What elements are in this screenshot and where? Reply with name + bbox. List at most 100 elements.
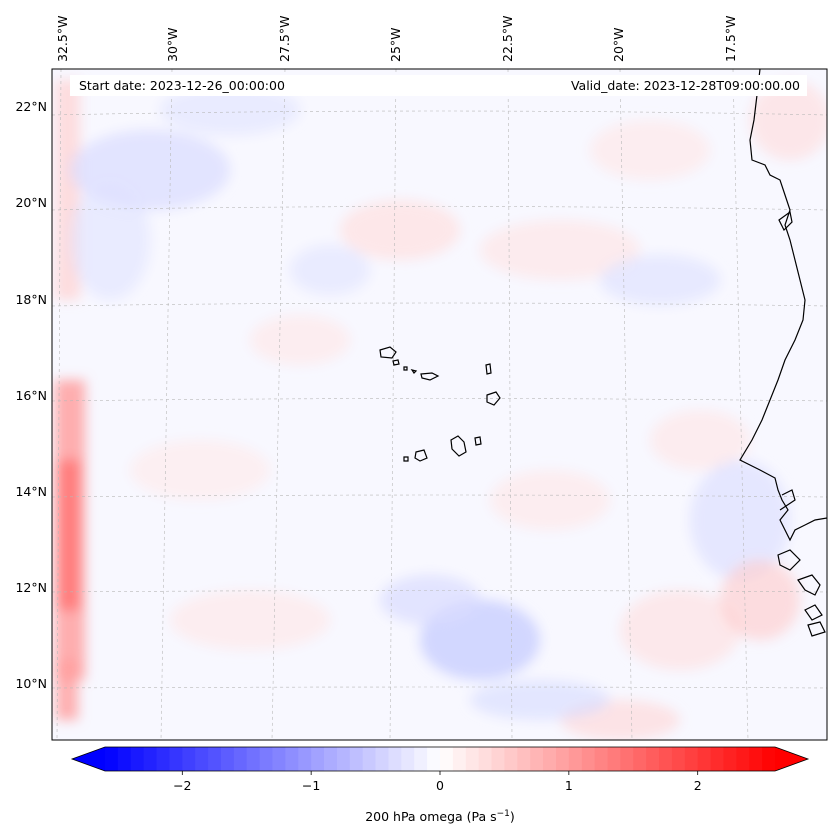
colorbar-segment — [749, 747, 763, 771]
colorbar-segment — [491, 747, 506, 771]
lat-label: 16°N — [15, 388, 47, 403]
colorbar-segment — [362, 747, 377, 771]
colorbar-segment — [182, 747, 196, 771]
lon-label: 17.5°W — [723, 16, 738, 62]
omega-anomaly-positive — [480, 220, 640, 280]
colorbar-segment — [388, 747, 402, 771]
lat-label: 20°N — [15, 195, 47, 210]
colorbar-tick-label: −1 — [302, 778, 320, 793]
omega-anomaly-positive — [490, 470, 610, 530]
latitude-labels: 22°N 20°N 18°N 16°N 14°N 12°N 10°N — [15, 99, 47, 691]
island — [410, 369, 418, 374]
island — [450, 435, 467, 457]
colorbar-segment — [555, 747, 570, 771]
omega-anomaly-positive — [620, 590, 740, 670]
colorbar-segment — [646, 747, 660, 771]
colorbar-segment — [671, 747, 686, 771]
colorbar-segment — [517, 747, 531, 771]
colorbar-segment — [401, 747, 415, 771]
colorbar-segment — [465, 747, 480, 771]
colorbar-segment — [478, 747, 493, 771]
colorbar-segment — [452, 747, 467, 771]
lon-label: 27.5°W — [277, 16, 292, 62]
colorbar-tick-label: 0 — [436, 778, 444, 793]
lon-label: 22.5°W — [500, 16, 515, 62]
colorbar-segment — [427, 747, 441, 771]
colorbar: −2 −1 0 1 2 200 hPa omega (Pa s−1) — [70, 746, 810, 824]
colorbar-segment — [659, 747, 673, 771]
colorbar-segment — [349, 747, 364, 771]
omega-anomaly-negative — [690, 460, 790, 580]
coastline-africa — [777, 549, 801, 571]
colorbar-segment — [298, 747, 312, 771]
omega-anomaly-negative — [160, 85, 300, 135]
longitude-labels: 32.5°W 30°W 27.5°W 25°W 22.5°W 20°W 17.5… — [55, 16, 738, 62]
colorbar-segment — [504, 747, 518, 771]
coastline-africa — [778, 210, 793, 232]
omega-anomaly-negative — [470, 680, 610, 720]
colorbar-segment — [195, 747, 209, 771]
colorbar-segment — [568, 747, 583, 771]
island — [474, 436, 482, 446]
start-date-label: Start date: 2023-12-26_00:00:00 — [79, 78, 285, 93]
colorbar-segment — [581, 747, 596, 771]
colorbar-outline — [70, 746, 810, 772]
omega-anomaly-positive — [750, 80, 827, 160]
island — [379, 346, 397, 359]
omega-field — [52, 69, 827, 740]
colorbar-tick-label: −2 — [173, 778, 191, 793]
colorbar-segment — [105, 747, 119, 771]
colorbar-segment — [336, 747, 351, 771]
colorbar-ticks: −2 −1 0 1 2 — [173, 771, 702, 793]
colorbar-segment — [723, 747, 737, 771]
colorbar-segment — [697, 747, 712, 771]
colorbar-segment — [117, 747, 132, 771]
coastline-africa — [807, 621, 826, 637]
colorbar-segment — [208, 747, 222, 771]
colorbar-extend-min — [72, 747, 105, 771]
colorbar-segment — [285, 747, 299, 771]
lon-label: 20°W — [611, 27, 626, 62]
coastline-africa — [804, 604, 823, 621]
omega-anomaly-positive — [130, 440, 270, 500]
gridlines — [52, 69, 827, 740]
island — [403, 456, 409, 462]
omega-anomaly-positive — [56, 660, 78, 720]
map-frame — [51, 68, 828, 741]
annotation-background — [70, 75, 807, 96]
lon-label: 30°W — [165, 27, 180, 62]
coastline-africa — [779, 489, 796, 511]
colorbar-segment — [607, 747, 621, 771]
island — [486, 391, 501, 406]
omega-anomaly-positive — [720, 560, 800, 640]
omega-anomaly-positive — [250, 315, 350, 365]
colorbar-segment — [414, 747, 428, 771]
colorbar-segment — [530, 747, 544, 771]
colorbar-segment — [246, 747, 261, 771]
island — [420, 372, 440, 381]
colorbar-segment — [594, 747, 609, 771]
colorbar-segment — [311, 747, 325, 771]
island — [403, 366, 408, 371]
colorbar-extend-max — [775, 747, 808, 771]
lat-label: 10°N — [15, 676, 47, 691]
colorbar-segment — [736, 747, 750, 771]
colorbar-segment — [259, 747, 274, 771]
omega-anomaly-negative — [70, 180, 150, 300]
colorbar-tick-label: 1 — [565, 778, 573, 793]
lat-label: 14°N — [15, 484, 47, 499]
colorbar-segment — [220, 747, 235, 771]
colorbar-segment — [543, 747, 557, 771]
colorbar-segment — [710, 747, 725, 771]
colorbar-segment — [620, 747, 634, 771]
island — [414, 449, 428, 462]
omega-anomaly-negative — [380, 575, 480, 625]
coastline-africa — [797, 574, 821, 596]
island — [485, 363, 492, 375]
colorbar-segment — [130, 747, 145, 771]
omega-anomaly-positive — [58, 460, 80, 610]
omega-anomaly-negative — [290, 245, 370, 295]
lon-label: 32.5°W — [55, 16, 70, 62]
omega-anomaly-positive — [650, 410, 750, 470]
